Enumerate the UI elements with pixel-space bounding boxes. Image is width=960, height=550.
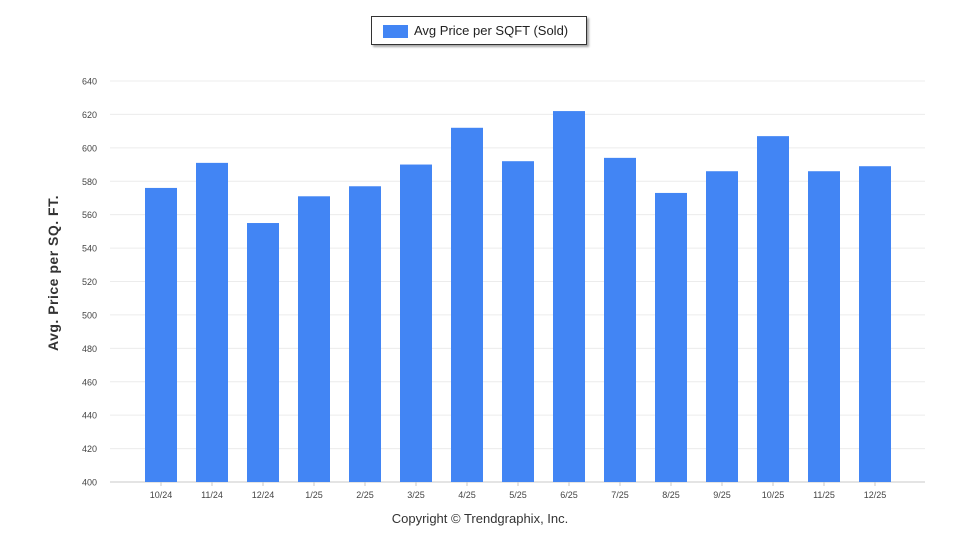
y-tick-label: 520 — [82, 277, 97, 287]
y-tick-label: 420 — [82, 444, 97, 454]
bar — [196, 162, 228, 482]
bar — [502, 161, 534, 482]
bar — [757, 136, 789, 482]
x-tick-label: 5/25 — [509, 490, 527, 500]
bar — [247, 223, 279, 483]
x-tick-label: 10/25 — [762, 490, 785, 500]
y-tick-label: 480 — [82, 344, 97, 354]
y-tick-label: 600 — [82, 143, 97, 153]
bar — [553, 111, 585, 482]
y-tick-label: 460 — [82, 377, 97, 387]
x-tick-label: 4/25 — [458, 490, 476, 500]
legend-swatch — [383, 25, 408, 38]
legend-label: Avg Price per SQFT (Sold) — [414, 23, 569, 38]
x-tick-label: 2/25 — [356, 490, 374, 500]
bar — [451, 127, 483, 483]
x-tick-label: 8/25 — [662, 490, 680, 500]
bar — [655, 192, 687, 482]
x-tick-label: 11/25 — [813, 490, 835, 500]
x-tick-label: 6/25 — [560, 490, 578, 500]
x-tick-label: 11/24 — [201, 490, 223, 500]
bar — [145, 187, 177, 482]
y-tick-label: 500 — [82, 310, 97, 320]
x-tick-label: 7/25 — [611, 490, 629, 500]
x-tick-label: 10/24 — [150, 490, 173, 500]
x-tick-label: 12/24 — [252, 490, 275, 500]
y-tick-label: 620 — [82, 110, 97, 120]
bar — [298, 196, 330, 482]
bar — [859, 166, 891, 482]
legend: Avg Price per SQFT (Sold) — [371, 16, 587, 45]
y-tick-label: 560 — [82, 210, 97, 220]
y-tick-label: 540 — [82, 244, 97, 254]
y-tick-label: 580 — [82, 177, 97, 187]
x-tick-label: 1/25 — [305, 490, 323, 500]
bar — [349, 186, 381, 482]
y-tick-label: 440 — [82, 411, 97, 421]
copyright-footer: Copyright © Trendgraphix, Inc. — [391, 511, 569, 526]
y-tick-label: 400 — [82, 478, 97, 488]
bar — [808, 171, 840, 482]
y-tick-label: 640 — [82, 77, 97, 87]
bar — [400, 164, 432, 482]
x-tick-label: 12/25 — [864, 490, 887, 500]
bar — [706, 171, 738, 482]
x-tick-label: 9/25 — [713, 490, 731, 500]
x-tick-label: 3/25 — [407, 490, 425, 500]
bar — [604, 157, 636, 482]
